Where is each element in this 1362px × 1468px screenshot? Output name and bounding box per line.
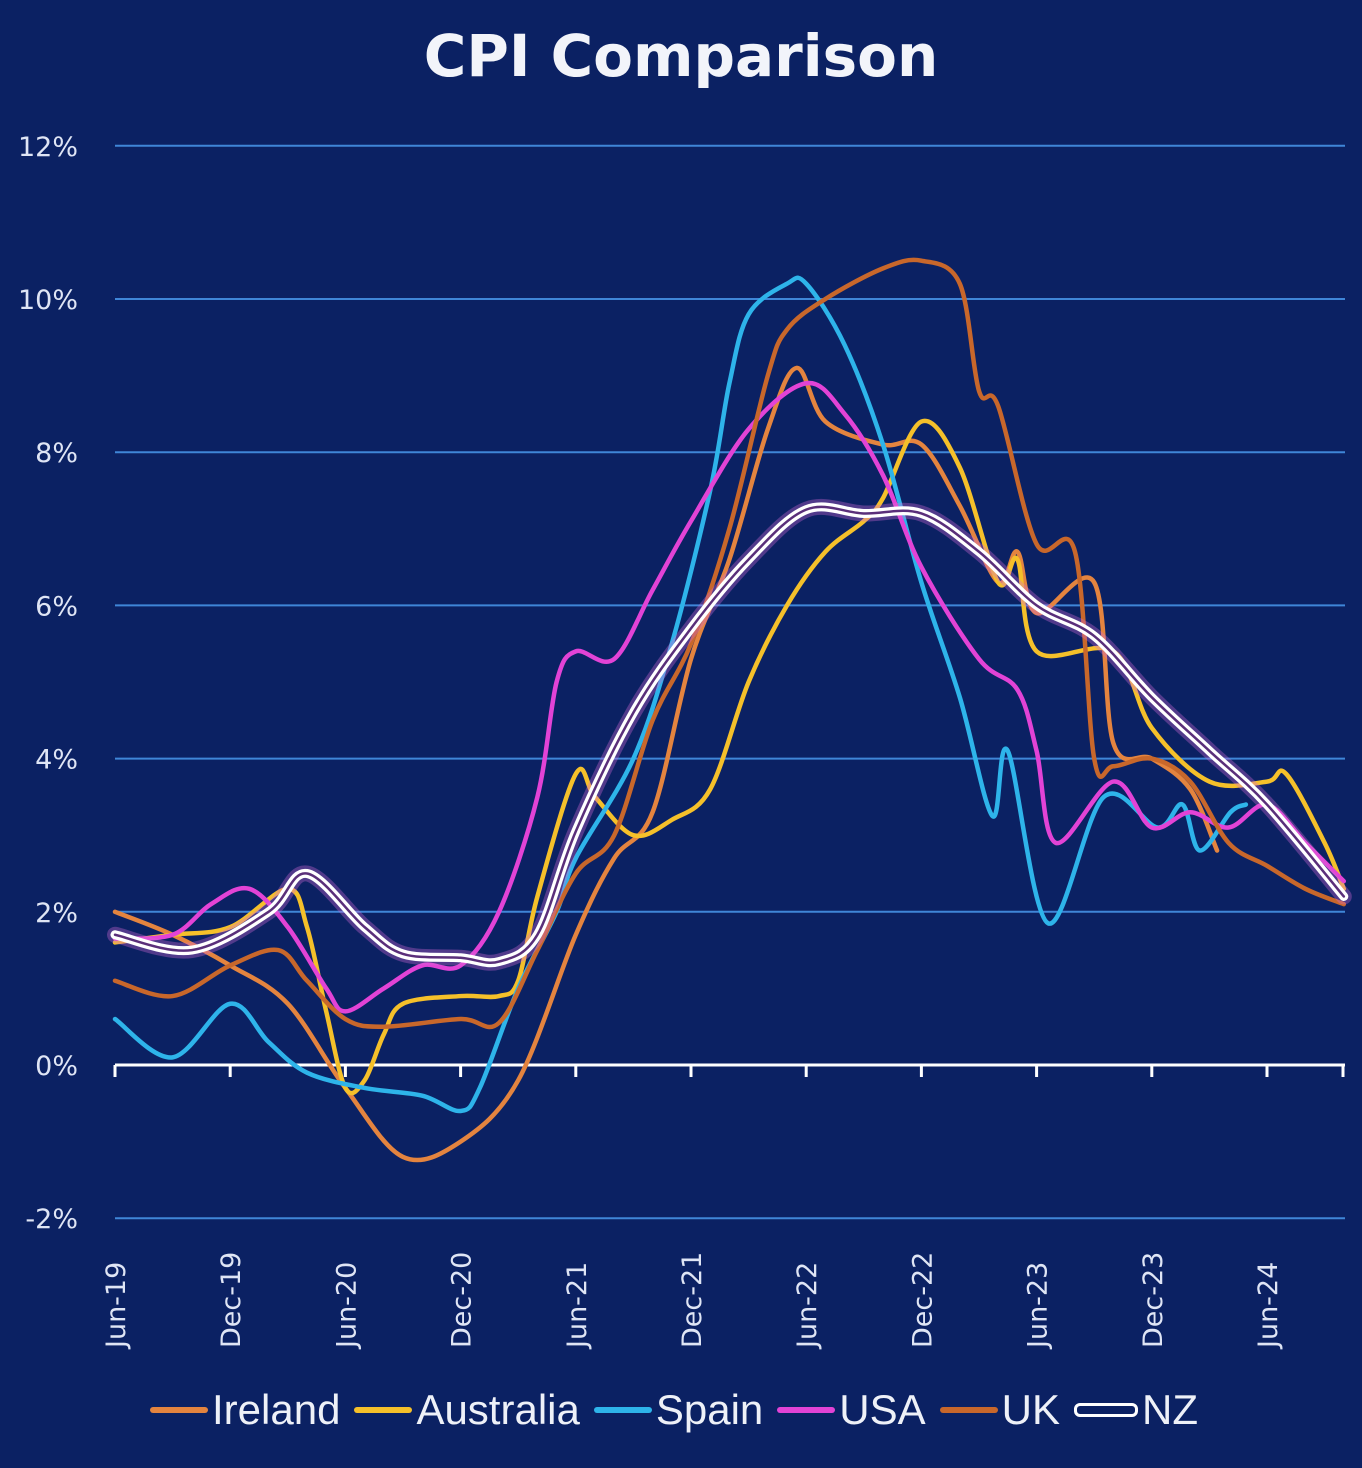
- y-tick-label: 0%: [35, 1051, 78, 1082]
- legend-item-uk: UK: [939, 1386, 1060, 1434]
- nz-line-core: [113, 505, 1346, 965]
- legend-swatch: [939, 1407, 998, 1413]
- y-tick-label: 6%: [35, 591, 78, 622]
- x-tick-label: Jun-20: [331, 1262, 362, 1350]
- uk-line: [112, 257, 1347, 1030]
- x-tick-label: Jun-21: [562, 1262, 593, 1350]
- x-tick-label: Dec-20: [447, 1252, 478, 1348]
- legend-label: Ireland: [212, 1386, 341, 1433]
- chart-title: CPI Comparison: [423, 22, 939, 90]
- spain-line: [112, 275, 1249, 1114]
- x-tick-label: Jun-23: [1023, 1262, 1054, 1350]
- legend-label: NZ: [1141, 1386, 1198, 1433]
- y-tick-label: -2%: [25, 1204, 78, 1235]
- y-tick-label: 4%: [35, 745, 78, 776]
- legend-swatch: [593, 1407, 652, 1413]
- x-tick-label: Dec-22: [907, 1252, 938, 1348]
- legend: Ireland Australia Spain USA UK NZ: [0, 1386, 1362, 1434]
- usa-line: [112, 380, 1347, 1014]
- legend-swatch: [150, 1407, 209, 1413]
- legend-label: UK: [1001, 1386, 1060, 1433]
- legend-swatch: [1073, 1403, 1138, 1417]
- y-tick-label: 2%: [35, 898, 78, 929]
- legend-item-australia: Australia: [354, 1386, 580, 1434]
- x-tick-label: Dec-21: [677, 1252, 708, 1348]
- legend-swatch: [777, 1407, 836, 1413]
- x-tick-label: Jun-24: [1253, 1262, 1284, 1350]
- x-tick-label: Jun-19: [101, 1262, 132, 1350]
- legend-label: Spain: [655, 1386, 764, 1433]
- legend-swatch: [354, 1407, 413, 1413]
- x-tick-label: Jun-22: [792, 1262, 823, 1350]
- legend-item-spain: Spain: [593, 1386, 764, 1434]
- x-tick-label: Dec-23: [1138, 1252, 1169, 1348]
- y-tick-label: 10%: [18, 285, 78, 316]
- legend-item-ireland: Ireland: [150, 1386, 340, 1434]
- x-tick-label: Dec-19: [216, 1252, 247, 1348]
- legend-item-usa: USA: [777, 1386, 926, 1434]
- legend-label: USA: [839, 1386, 926, 1433]
- y-tick-label: 8%: [35, 438, 78, 469]
- y-tick-label: 12%: [18, 132, 78, 163]
- ireland-line: [112, 365, 1220, 1163]
- legend-label: Australia: [416, 1386, 580, 1433]
- legend-item-nz: NZ: [1073, 1386, 1198, 1434]
